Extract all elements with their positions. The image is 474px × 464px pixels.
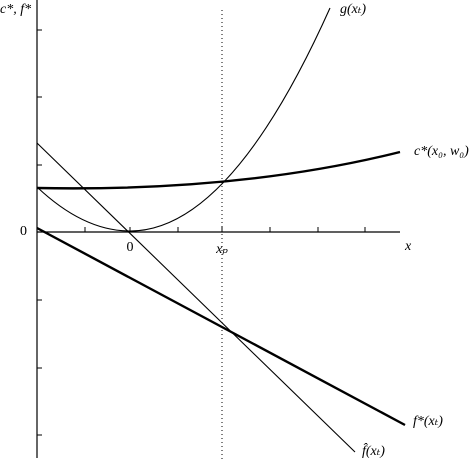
c-star-label: c*(x₀, w₀) <box>414 144 469 159</box>
curves <box>36 7 406 453</box>
y-zero-label: 0 <box>20 224 27 239</box>
f-star-label: f*(xₜ) <box>413 414 443 429</box>
f-hat-label: f̂(xₜ) <box>362 442 385 459</box>
f-hat-line <box>36 142 356 453</box>
y-axis-label: c*, f* <box>0 2 31 17</box>
x-axis-label: x <box>404 239 412 254</box>
f-star-line <box>36 226 406 427</box>
g-label: g(xₜ) <box>340 2 366 17</box>
x-zero-label: 0 <box>127 240 134 255</box>
x-p-label: xₚ <box>215 242 228 257</box>
c-star-curve <box>36 150 401 190</box>
tick-marks <box>37 29 366 436</box>
g-curve <box>36 7 331 232</box>
